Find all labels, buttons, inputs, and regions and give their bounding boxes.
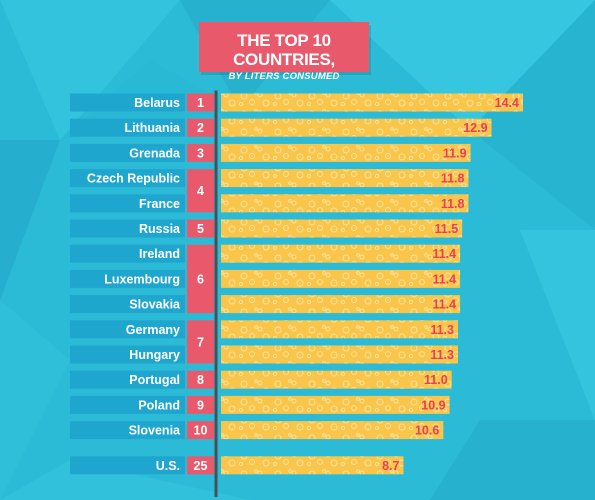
bar bbox=[221, 395, 450, 414]
rank-badge bbox=[187, 219, 214, 238]
rank-badge bbox=[187, 93, 214, 112]
category-label: Portugal bbox=[129, 373, 180, 387]
value-label: 11.8 bbox=[441, 172, 465, 186]
label-band bbox=[70, 93, 185, 112]
bar bbox=[221, 370, 452, 389]
category-label: Luxembourg bbox=[104, 272, 180, 286]
chart-title: THE TOP 10 COUNTRIES, bbox=[233, 31, 335, 69]
rank-number: 7 bbox=[197, 335, 204, 349]
category-label: Grenada bbox=[129, 146, 181, 160]
label-band bbox=[70, 219, 185, 238]
category-label: Czech Republic bbox=[87, 172, 180, 186]
rank-number: 5 bbox=[197, 222, 204, 236]
label-band bbox=[70, 320, 185, 339]
bar bbox=[221, 219, 463, 238]
category-label: Hungary bbox=[129, 348, 180, 362]
value-label: 11.5 bbox=[435, 222, 459, 236]
value-label: 10.9 bbox=[421, 398, 445, 412]
rank-number: 10 bbox=[194, 424, 208, 438]
rank-badge bbox=[187, 169, 214, 213]
bar bbox=[221, 169, 469, 188]
label-band bbox=[70, 143, 185, 162]
value-label: 11.4 bbox=[432, 272, 456, 286]
bar bbox=[221, 320, 458, 339]
value-label: 11.4 bbox=[432, 247, 456, 261]
bar bbox=[221, 143, 471, 162]
category-label: Belarus bbox=[134, 96, 180, 110]
category-label: France bbox=[139, 197, 180, 211]
rank-badge bbox=[187, 244, 214, 314]
rank-number: 25 bbox=[194, 459, 208, 473]
bar bbox=[221, 295, 461, 314]
value-label: 8.7 bbox=[382, 459, 399, 473]
label-band bbox=[70, 244, 185, 263]
rank-badge bbox=[187, 370, 214, 389]
category-label: Slovakia bbox=[129, 298, 181, 312]
value-label: 11.8 bbox=[441, 197, 465, 211]
label-band bbox=[70, 345, 185, 364]
rank-number: 9 bbox=[197, 398, 204, 412]
chart-subtitle: BY LITERS CONSUMED bbox=[228, 71, 340, 82]
bar bbox=[221, 194, 469, 213]
label-band bbox=[70, 118, 185, 137]
value-label: 11.9 bbox=[443, 146, 467, 160]
value-label: 11.0 bbox=[424, 373, 448, 387]
rank-badge bbox=[187, 395, 214, 414]
rank-number: 1 bbox=[197, 96, 204, 110]
bar bbox=[221, 456, 404, 475]
value-label: 11.4 bbox=[432, 298, 456, 312]
bar bbox=[221, 93, 523, 112]
value-label: 11.3 bbox=[430, 348, 454, 362]
category-label: Germany bbox=[126, 323, 180, 337]
bar bbox=[221, 244, 461, 263]
label-band bbox=[70, 269, 185, 288]
rank-badge bbox=[187, 143, 214, 162]
rank-number: 2 bbox=[197, 121, 204, 135]
title-banner: THE TOP 10 COUNTRIES, BY LITERS CONSUMED bbox=[199, 22, 369, 82]
rank-number: 4 bbox=[197, 184, 204, 198]
rank-badge bbox=[187, 320, 214, 364]
category-label: Slovenia bbox=[129, 424, 181, 438]
bar bbox=[221, 421, 444, 440]
rank-badge bbox=[187, 118, 214, 137]
label-band bbox=[70, 194, 185, 213]
rank-number: 6 bbox=[197, 272, 204, 286]
value-label: 10.6 bbox=[415, 424, 439, 438]
bar bbox=[221, 118, 492, 137]
bar bbox=[221, 345, 458, 364]
label-band bbox=[70, 421, 185, 440]
value-label: 14.4 bbox=[495, 96, 519, 110]
category-label: Poland bbox=[138, 398, 180, 412]
category-label: Russia bbox=[139, 222, 181, 236]
category-label: U.S. bbox=[156, 459, 180, 473]
label-band bbox=[70, 456, 185, 475]
category-label: Lithuania bbox=[124, 121, 181, 135]
rank-badge bbox=[187, 421, 214, 440]
label-band bbox=[70, 295, 185, 314]
label-band bbox=[70, 169, 185, 188]
rank-number: 8 bbox=[197, 373, 204, 387]
category-label: Ireland bbox=[139, 247, 180, 261]
rank-badge bbox=[187, 456, 214, 475]
label-band bbox=[70, 395, 185, 414]
bar bbox=[221, 269, 461, 288]
label-band bbox=[70, 370, 185, 389]
value-label: 12.9 bbox=[463, 121, 487, 135]
rank-number: 3 bbox=[197, 146, 204, 160]
value-label: 11.3 bbox=[430, 323, 454, 337]
